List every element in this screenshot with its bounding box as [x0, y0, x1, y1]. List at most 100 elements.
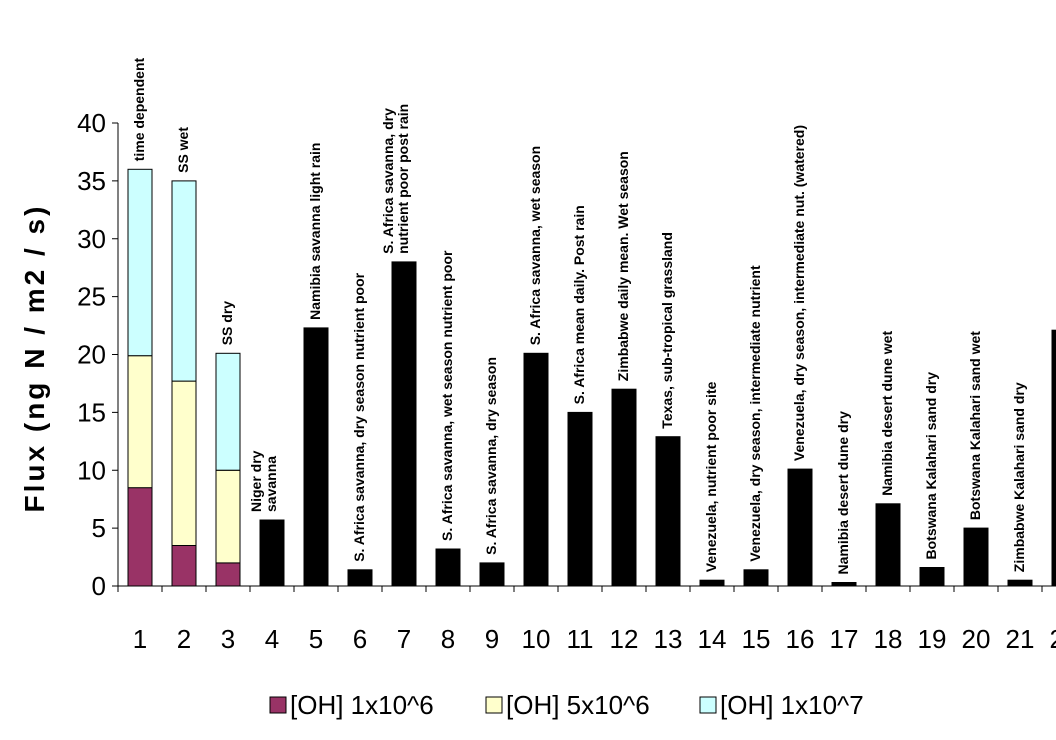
legend-label: [OH] 1x10^7	[720, 690, 864, 720]
legend-label: [OH] 5x10^6	[506, 690, 650, 720]
bar-annotation-line: S. Africa savanna, dry season nutrient p…	[351, 272, 367, 561]
bar-segment-2-series-1	[171, 545, 197, 587]
bar-segment-20-series-4	[963, 527, 989, 587]
y-tick-label: 35	[77, 166, 106, 196]
legend: [OH] 1x10^6 [OH] 5x10^6 [OH] 1x10^7	[269, 690, 864, 720]
bar-annotation-line: Namibia savanna light rain	[307, 143, 323, 320]
bar-segment-14-series-4	[699, 579, 725, 587]
y-tick-label: 5	[92, 513, 106, 543]
x-tick-label: 22	[1050, 624, 1056, 654]
x-tick-label: 6	[353, 624, 367, 654]
bar-annotation-16: Venezuela, dry season, intermediate nut.…	[791, 125, 807, 461]
legend-swatch	[699, 696, 717, 714]
bar-segment-10-series-4	[523, 352, 549, 587]
bar-annotation-8: S. Africa savanna, wet season nutrient p…	[439, 250, 455, 541]
x-tick-label: 9	[485, 624, 499, 654]
bar-segment-1-series-2	[127, 355, 153, 489]
legend-swatch	[485, 696, 503, 714]
bar-annotation-line: S. Africa savanna, dry	[380, 108, 396, 254]
bar-annotation-7: S. Africa savanna, drynutrient poor post…	[380, 104, 411, 254]
legend-label: [OH] 1x10^6	[290, 690, 434, 720]
bar-annotation-line: S. Africa savanna, wet season	[527, 146, 543, 345]
bar-annotation-line: time dependent	[131, 58, 147, 162]
x-tick-label: 1	[133, 624, 147, 654]
y-tick-label: 25	[77, 282, 106, 312]
bar-annotation-9: S. Africa savanna, dry season	[483, 357, 499, 555]
bar-annotation-1: time dependent	[131, 58, 147, 162]
x-tick-label: 3	[221, 624, 235, 654]
bar-segment-1-series-3	[127, 168, 153, 357]
x-tick-label: 5	[309, 624, 323, 654]
bar-segment-3-series-2	[215, 469, 241, 564]
bar-segment-11-series-4	[567, 411, 593, 587]
x-tick-label: 21	[1006, 624, 1035, 654]
bar-annotation-line: SS wet	[175, 127, 191, 173]
x-tick-label: 17	[830, 624, 859, 654]
bar-segment-8-series-4	[435, 548, 461, 587]
bar-segment-15-series-4	[743, 569, 769, 587]
x-tick-label: 2	[177, 624, 191, 654]
bar-segment-9-series-4	[479, 562, 505, 587]
bar-annotation-20: Botswana Kalahari sand wet	[967, 331, 983, 520]
bar-segment-16-series-4	[787, 468, 813, 587]
bar-annotation-line: Texas, sub-tropical grassland	[659, 232, 675, 429]
bar-segment-7-series-4	[391, 261, 417, 587]
bar-annotation-3: SS dry	[219, 301, 235, 346]
bar-annotation-line: Venezuela, nutrient poor site	[703, 381, 719, 572]
bar-annotation-13: Texas, sub-tropical grassland	[659, 232, 675, 429]
x-tick-label: 10	[522, 624, 551, 654]
bar-annotation-line: Namibia desert dune wet	[879, 331, 895, 496]
bar-annotation-5: Namibia savanna light rain	[307, 143, 323, 320]
bar-annotation-line: Zimbabwe daily mean. Wet season	[615, 151, 631, 381]
bar-segment-22-series-4	[1051, 329, 1056, 587]
x-tick-label: 8	[441, 624, 455, 654]
bar-segment-4-series-4	[259, 519, 285, 587]
bar-segment-19-series-4	[919, 567, 945, 587]
x-tick-label: 14	[698, 624, 727, 654]
bar-annotation-6: S. Africa savanna, dry season nutrient p…	[351, 272, 367, 561]
bar-annotation-11: S. Africa mean daily. Post rain	[571, 205, 587, 404]
x-tick-label: 4	[265, 624, 279, 654]
bar-annotation-line: Venezuela, dry season, intermediate nutr…	[747, 265, 763, 562]
y-tick-label: 15	[77, 397, 106, 427]
bar-segment-13-series-4	[655, 436, 681, 587]
bars-layer	[127, 168, 1056, 587]
bar-annotation-line: Namibia desert dune dry	[835, 411, 851, 575]
x-tick-label: 12	[610, 624, 639, 654]
bar-annotation-line: S. Africa savanna, dry season	[483, 357, 499, 555]
x-tick-label: 16	[786, 624, 815, 654]
bar-annotation-10: S. Africa savanna, wet season	[527, 146, 543, 345]
x-tick-label: 11	[567, 624, 594, 654]
x-tick-label: 13	[654, 624, 683, 654]
bar-segment-2-series-3	[171, 180, 197, 382]
y-tick-label: 0	[92, 571, 106, 601]
bar-segment-3-series-3	[215, 352, 241, 471]
bar-segment-1-series-1	[127, 487, 153, 587]
bar-annotation-4: Niger drysavanna	[248, 450, 279, 512]
bar-segment-18-series-4	[875, 503, 901, 587]
x-tick-label: 15	[742, 624, 771, 654]
bar-annotation-line: S. Africa mean daily. Post rain	[571, 205, 587, 404]
bar-annotation-line: savanna	[263, 456, 279, 512]
bar-annotation-14: Venezuela, nutrient poor site	[703, 381, 719, 572]
y-axis-label: Flux (ng N / m2 / s)	[19, 204, 50, 513]
bar-segment-5-series-4	[303, 327, 329, 587]
bar-segment-12-series-4	[611, 388, 637, 587]
bar-annotation-line: Botswana Kalahari sand dry	[923, 372, 939, 560]
bar-annotation-19: Botswana Kalahari sand dry	[923, 372, 939, 560]
bar-annotation-line: SS dry	[219, 301, 235, 346]
bar-segment-21-series-4	[1007, 579, 1033, 587]
x-tick-label: 18	[874, 624, 903, 654]
y-tick-label: 10	[77, 455, 106, 485]
bar-annotation-line: Niger dry	[248, 450, 264, 512]
y-tick-label: 20	[77, 340, 106, 370]
annotations-layer: time dependent SS wet SS dry Niger drysavan…	[131, 58, 1056, 575]
bar-segment-3-series-1	[215, 562, 241, 587]
bar-annotation-line: Venezuela, dry season, intermediate nut.…	[791, 125, 807, 461]
x-tick-label: 19	[918, 624, 947, 654]
bar-segment-6-series-4	[347, 569, 373, 587]
bar-segment-2-series-2	[171, 380, 197, 546]
bar-annotation-2: SS wet	[175, 127, 191, 173]
